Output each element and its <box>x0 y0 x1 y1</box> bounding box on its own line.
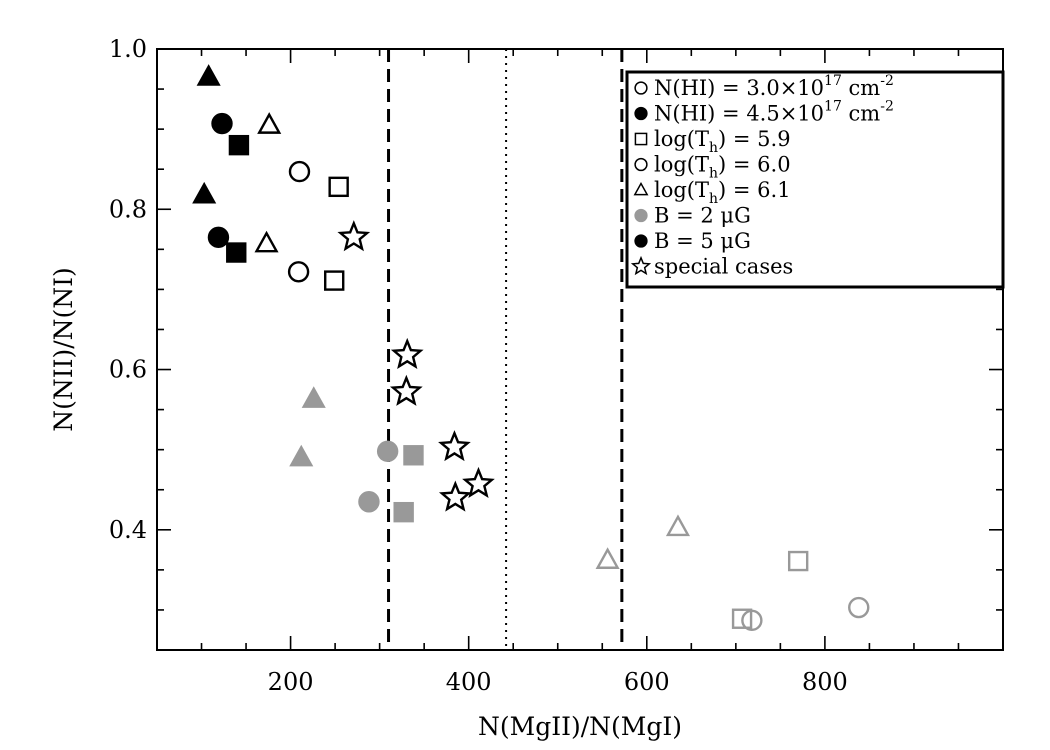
legend-label-tail: ) = 5.9 <box>718 127 791 151</box>
data-point-triangle <box>301 386 326 408</box>
legend-label: N(HI) = 4.5×1017 cm-2 <box>654 99 894 126</box>
data-point-star <box>390 337 424 370</box>
legend-label: B = 5 μG <box>654 229 751 253</box>
data-point-square <box>228 134 250 156</box>
legend-marker-circle <box>634 81 648 95</box>
data-point-star <box>389 374 423 406</box>
data-point-square <box>403 445 424 466</box>
legend-label: log(Th) = 6.1 <box>654 178 791 207</box>
data-point-square <box>226 242 247 263</box>
legend-label-main: special cases <box>654 255 793 279</box>
legend-marker-circle <box>634 234 648 248</box>
legend-marker-star <box>630 255 652 276</box>
data-point-circle <box>211 112 233 135</box>
data-point-triangle <box>254 230 279 253</box>
x-tick-label: 400 <box>446 668 492 696</box>
data-point-star <box>438 480 472 512</box>
legend-label-tail: ) = 6.1 <box>718 178 791 202</box>
data-point-square <box>731 608 753 629</box>
legend-label-main: N(HI) = 3.0×10 <box>654 76 824 100</box>
x-tick-label: 200 <box>268 668 314 696</box>
legend-label-main: log(T <box>654 127 709 151</box>
y-tick-label: 0.8 <box>109 195 147 223</box>
legend-marker-circle <box>634 208 648 223</box>
data-point-circle <box>376 440 399 462</box>
legend-label-sup: 17 <box>824 99 842 115</box>
data-point-square <box>393 501 414 523</box>
legend-label-sup: 17 <box>824 73 842 89</box>
data-point-square <box>324 270 345 291</box>
data-point-triangle <box>257 112 282 134</box>
legend-label-sub: h <box>709 140 718 156</box>
legend-label: B = 2 μG <box>654 204 751 228</box>
legend-marker-square <box>634 132 648 146</box>
data-point-star <box>438 430 471 462</box>
legend-label-main: B = 2 μG <box>654 204 751 228</box>
y-tick-label: 1.0 <box>109 35 147 63</box>
data-point-square <box>328 176 349 198</box>
data-points <box>192 64 870 632</box>
data-point-circle <box>848 596 870 619</box>
legend-label-main: log(T <box>654 153 709 177</box>
data-point-triangle <box>192 181 217 204</box>
legend-label: N(HI) = 3.0×1017 cm-2 <box>654 73 894 100</box>
data-point-triangle <box>665 514 690 537</box>
legend-label-tail: ) = 6.0 <box>718 153 791 177</box>
data-point-circle <box>287 261 310 283</box>
x-tick-label: 600 <box>624 668 670 696</box>
x-axis-label: N(MgII)/N(MgI) <box>478 712 682 741</box>
data-point-circle <box>288 160 311 183</box>
legend-marker-triangle <box>633 181 649 196</box>
reference-lines <box>387 49 624 650</box>
data-point-circle <box>207 226 230 249</box>
legend-label: special cases <box>654 255 793 279</box>
legend: N(HI) = 3.0×1017 cm-2N(HI) = 4.5×1017 cm… <box>625 70 1005 289</box>
legend-label-sub: h <box>709 166 718 182</box>
legend-label: log(Th) = 5.9 <box>654 127 791 156</box>
legend-marker-circle <box>634 157 648 172</box>
y-tick-label: 0.6 <box>109 356 147 384</box>
y-axis-label: N(NII)/N(NI) <box>49 267 78 432</box>
data-point-square <box>787 550 809 572</box>
y-tick-label: 0.4 <box>109 516 147 544</box>
x-tick-label: 800 <box>802 668 848 696</box>
legend-label-main: B = 5 μG <box>654 229 751 253</box>
legend-label-main: log(T <box>654 178 709 202</box>
data-point-circle <box>741 609 763 632</box>
data-point-star <box>337 220 371 252</box>
data-point-star <box>462 466 495 499</box>
data-point-triangle <box>595 547 620 569</box>
legend-label-tail: cm <box>842 102 880 126</box>
plot-frame <box>156 48 1004 651</box>
data-point-circle <box>358 491 380 513</box>
legend-label-sub: h <box>709 191 718 207</box>
legend-marker-circle <box>634 106 648 121</box>
legend-label-tail: cm <box>842 76 880 100</box>
data-point-triangle <box>289 444 314 467</box>
data-point-triangle <box>196 64 221 86</box>
legend-label-tail_sup: -2 <box>880 73 894 89</box>
legend-label-tail_sup: -2 <box>880 99 894 115</box>
legend-box <box>625 70 1005 289</box>
legend-label-main: N(HI) = 4.5×10 <box>654 102 824 126</box>
legend-label: log(Th) = 6.0 <box>654 153 791 182</box>
